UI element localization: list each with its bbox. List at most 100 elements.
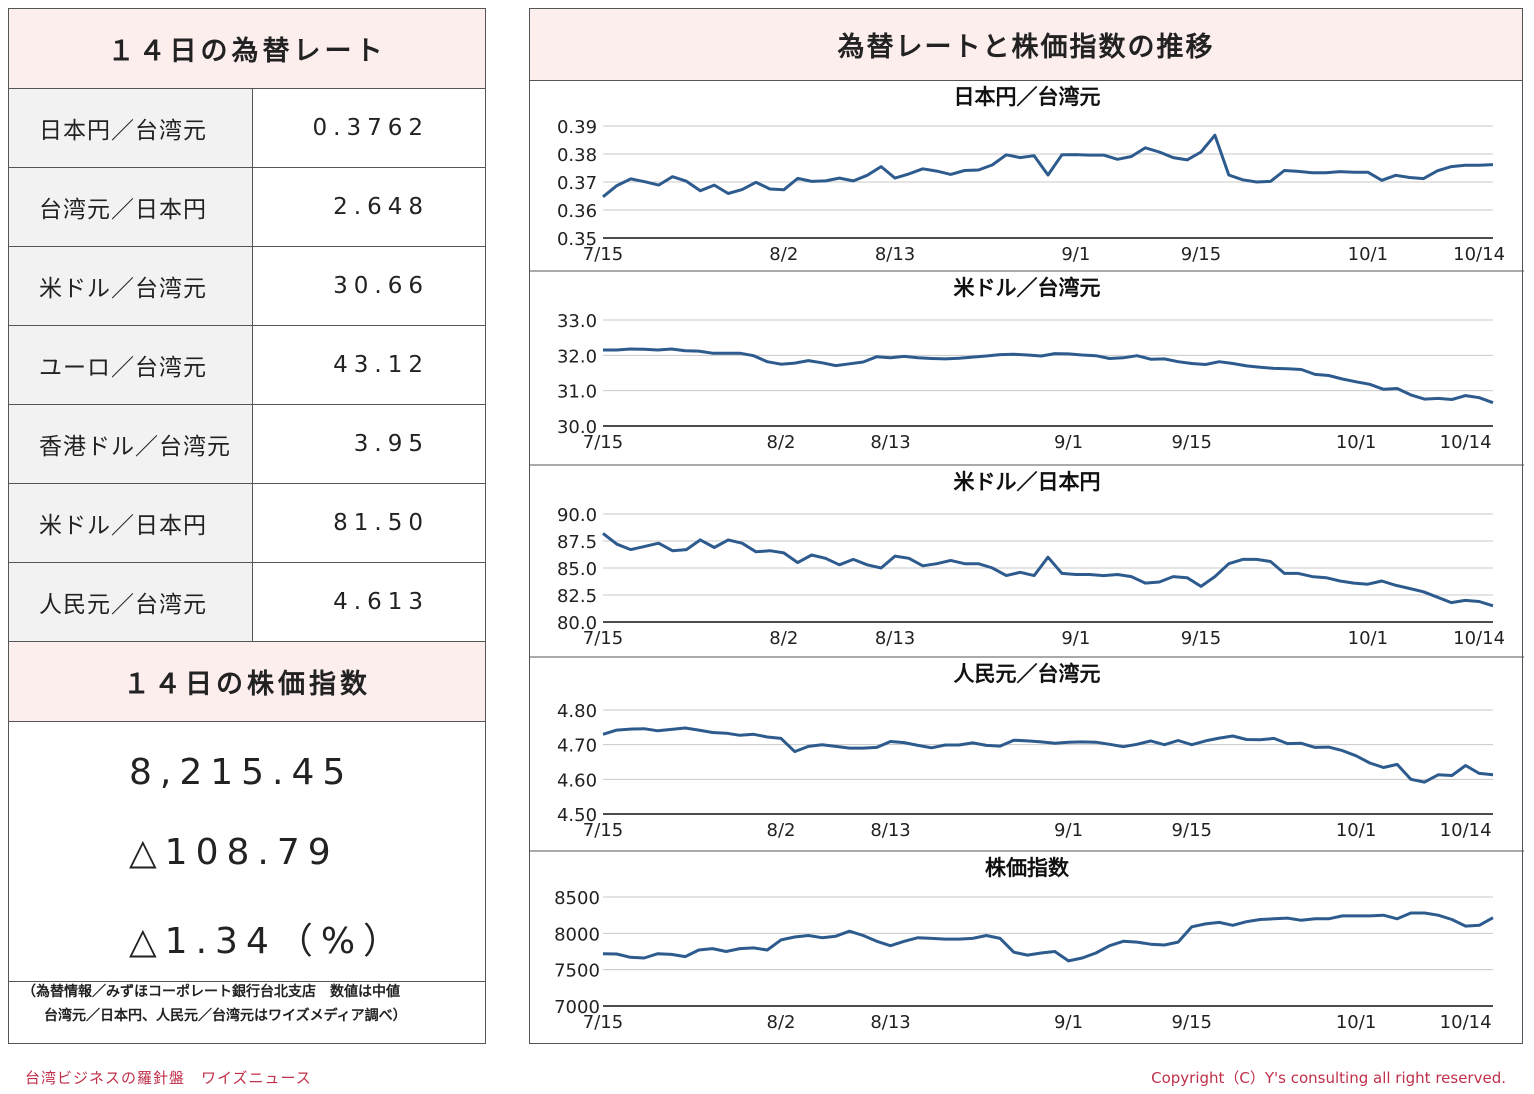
y-tick-label: 0.35 xyxy=(557,229,597,250)
rate-row: 人民元／台湾元 4.613 xyxy=(9,562,485,642)
x-tick-label: 8/13 xyxy=(870,432,910,453)
stock-title: １４日の株価指数 xyxy=(9,642,485,722)
footer-copyright: Copyright（C）Y's consulting all right res… xyxy=(1151,1069,1506,1087)
x-tick-label: 8/13 xyxy=(875,628,915,649)
x-tick-label: 7/15 xyxy=(583,628,623,649)
y-tick-label: 85.0 xyxy=(557,559,597,580)
rate-value: 2.648 xyxy=(252,167,485,247)
rate-value: 4.613 xyxy=(252,562,485,642)
source-note-line2: 台湾元／日本円、人民元／台湾元はワイズメディア調べ） xyxy=(44,1008,407,1024)
x-tick-label: 9/1 xyxy=(1061,628,1090,649)
chart-title: 人民元／台湾元 xyxy=(954,662,1101,686)
series-line xyxy=(602,133,1494,198)
rate-name: 人民元／台湾元 xyxy=(9,562,253,642)
x-tick-label: 8/2 xyxy=(767,1012,796,1033)
source-note: （為替情報／みずほコーポレート銀行台北支店 数値は中値 台湾元／日本円、人民元／… xyxy=(22,980,407,1028)
x-tick-label: 8/2 xyxy=(767,820,796,841)
x-tick-label: 8/2 xyxy=(769,628,798,649)
rate-value: 0.3762 xyxy=(252,89,485,168)
x-tick-label: 10/1 xyxy=(1348,628,1388,649)
y-tick-label: 8500 xyxy=(554,888,600,909)
rate-value: 43.12 xyxy=(252,325,485,405)
x-tick-label: 9/15 xyxy=(1172,432,1212,453)
x-tick-label: 10/1 xyxy=(1336,432,1376,453)
rate-row: 米ドル／日本円 81.50 xyxy=(9,483,485,563)
x-tick-label: 9/15 xyxy=(1181,628,1221,649)
rates-table: 日本円／台湾元 0.3762 台湾元／日本円 2.648 米ドル／台湾元 30.66 ユーロ… xyxy=(9,89,485,642)
x-tick-label: 10/1 xyxy=(1336,1012,1376,1033)
chart-title: 米ドル／日本円 xyxy=(954,470,1101,494)
rate-row: 香港ドル／台湾元 3.95 xyxy=(9,404,485,484)
rate-value: 3.95 xyxy=(252,404,485,484)
y-tick-label: 7500 xyxy=(554,961,600,982)
source-note-line1: （為替情報／みずほコーポレート銀行台北支店 数値は中値 xyxy=(22,984,400,1000)
x-tick-label: 7/15 xyxy=(583,244,623,265)
y-tick-label: 82.5 xyxy=(557,586,597,607)
chart-title: 米ドル／台湾元 xyxy=(954,276,1101,300)
stock-index-change: △108.79 xyxy=(129,832,339,873)
y-tick-label: 32.0 xyxy=(557,346,597,367)
x-tick-label: 9/15 xyxy=(1172,1012,1212,1033)
y-tick-label: 4.80 xyxy=(557,701,597,722)
rate-row: 台湾元／日本円 2.648 xyxy=(9,167,485,247)
x-tick-label: 8/2 xyxy=(767,432,796,453)
x-tick-label: 9/1 xyxy=(1054,820,1083,841)
stock-summary: 8,215.45 △108.79 △1.34（%） xyxy=(9,722,485,982)
x-tick-label: 10/14 xyxy=(1440,432,1492,453)
footer-brand: 台湾ビジネスの羅針盤 ワイズニュース xyxy=(25,1069,312,1087)
series-line xyxy=(602,532,1494,608)
charts-title: 為替レートと株価指数の推移 xyxy=(530,9,1522,81)
x-tick-label: 8/2 xyxy=(769,244,798,265)
chart-title: 株価指数 xyxy=(985,856,1070,880)
chart-title: 日本円／台湾元 xyxy=(954,85,1101,109)
x-tick-label: 7/15 xyxy=(583,432,623,453)
rate-name: 台湾元／日本円 xyxy=(9,167,253,247)
rate-name: ユーロ／台湾元 xyxy=(9,325,253,405)
x-tick-label: 10/1 xyxy=(1348,244,1388,265)
x-tick-label: 7/15 xyxy=(583,820,623,841)
y-tick-label: 33.0 xyxy=(557,311,597,332)
x-tick-label: 8/13 xyxy=(870,820,910,841)
rate-row: 日本円／台湾元 0.3762 xyxy=(9,89,485,168)
x-tick-label: 10/14 xyxy=(1453,628,1505,649)
rate-row: ユーロ／台湾元 43.12 xyxy=(9,325,485,405)
y-tick-label: 90.0 xyxy=(557,505,597,526)
x-tick-label: 10/14 xyxy=(1440,1012,1492,1033)
stock-index-change-pct: △1.34（%） xyxy=(129,921,408,962)
charts-panel: 為替レートと株価指数の推移 日本円／台湾元 0.39 0.38 0.37 0.36 0.3… xyxy=(529,8,1524,1044)
y-tick-label: 0.39 xyxy=(557,117,597,138)
y-tick-label: 31.0 xyxy=(557,382,597,403)
rate-value: 81.50 xyxy=(252,483,485,563)
y-tick-label: 0.37 xyxy=(557,173,597,194)
y-tick-label: 80.0 xyxy=(557,613,597,634)
series-line xyxy=(602,726,1494,784)
rates-panel: １４日の為替レート 日本円／台湾元 0.3762 台湾元／日本円 2.648 米ドル／台… xyxy=(8,8,486,1044)
rate-name: 日本円／台湾元 xyxy=(9,89,253,168)
x-tick-label: 9/15 xyxy=(1172,820,1212,841)
y-tick-label: 4.70 xyxy=(557,736,597,757)
x-tick-label: 7/15 xyxy=(583,1012,623,1033)
series-line xyxy=(602,911,1494,963)
y-tick-label: 30.0 xyxy=(557,417,597,438)
rate-name: 米ドル／台湾元 xyxy=(9,246,253,326)
y-tick-label: 0.36 xyxy=(557,201,597,222)
y-tick-label: 0.38 xyxy=(557,145,597,166)
y-tick-label: 4.60 xyxy=(557,770,597,791)
y-tick-label: 87.5 xyxy=(557,532,597,553)
series-line xyxy=(603,347,1494,405)
rate-row: 米ドル／台湾元 30.66 xyxy=(9,246,485,326)
x-tick-label: 9/1 xyxy=(1054,432,1083,453)
x-tick-label: 10/14 xyxy=(1440,820,1492,841)
rate-name: 香港ドル／台湾元 xyxy=(9,404,253,484)
x-tick-label: 9/1 xyxy=(1061,244,1090,265)
rates-title: １４日の為替レート xyxy=(9,9,485,89)
stock-index-value: 8,215.45 xyxy=(129,752,354,793)
x-tick-label: 8/13 xyxy=(870,1012,910,1033)
x-tick-label: 10/1 xyxy=(1336,820,1376,841)
y-tick-label: 8000 xyxy=(554,924,600,945)
y-tick-label: 7000 xyxy=(554,997,600,1018)
x-tick-label: 9/1 xyxy=(1054,1012,1083,1033)
x-tick-label: 10/14 xyxy=(1453,244,1505,265)
x-tick-label: 9/15 xyxy=(1181,244,1221,265)
